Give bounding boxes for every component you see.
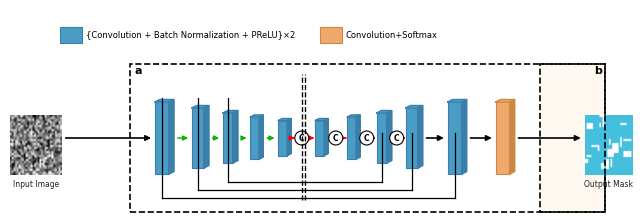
Polygon shape xyxy=(233,110,238,163)
FancyBboxPatch shape xyxy=(223,113,233,163)
FancyBboxPatch shape xyxy=(316,121,324,156)
Polygon shape xyxy=(387,110,392,163)
Polygon shape xyxy=(356,115,360,159)
Text: Input Image: Input Image xyxy=(13,180,59,189)
Text: Output Mask: Output Mask xyxy=(584,180,633,189)
Polygon shape xyxy=(316,119,328,121)
Polygon shape xyxy=(509,99,515,174)
FancyBboxPatch shape xyxy=(60,27,82,43)
Text: C: C xyxy=(364,134,369,143)
FancyBboxPatch shape xyxy=(348,117,356,159)
Circle shape xyxy=(360,131,374,145)
FancyBboxPatch shape xyxy=(406,108,418,168)
FancyBboxPatch shape xyxy=(447,102,461,174)
Polygon shape xyxy=(155,99,174,102)
Polygon shape xyxy=(418,106,422,168)
FancyBboxPatch shape xyxy=(540,64,605,212)
Text: Convolution+Softmax: Convolution+Softmax xyxy=(346,31,438,40)
Polygon shape xyxy=(461,99,467,174)
FancyBboxPatch shape xyxy=(250,117,259,159)
Text: C: C xyxy=(333,134,339,143)
FancyBboxPatch shape xyxy=(320,27,342,43)
Text: b: b xyxy=(594,66,602,76)
FancyBboxPatch shape xyxy=(192,108,204,168)
Polygon shape xyxy=(324,119,328,156)
Polygon shape xyxy=(447,99,467,102)
Polygon shape xyxy=(192,106,209,108)
Polygon shape xyxy=(259,115,263,159)
FancyBboxPatch shape xyxy=(377,113,387,163)
Text: {Convolution + Batch Normalization + PReLU}×2: {Convolution + Batch Normalization + PRe… xyxy=(86,31,295,40)
Circle shape xyxy=(295,131,308,145)
Polygon shape xyxy=(169,99,174,174)
Circle shape xyxy=(390,131,404,145)
Polygon shape xyxy=(278,119,291,121)
Polygon shape xyxy=(223,110,238,113)
Polygon shape xyxy=(495,99,515,102)
Polygon shape xyxy=(406,106,422,108)
Polygon shape xyxy=(287,119,291,156)
Polygon shape xyxy=(377,110,392,113)
Polygon shape xyxy=(348,115,360,117)
Text: C: C xyxy=(299,134,305,143)
Circle shape xyxy=(329,131,343,145)
FancyBboxPatch shape xyxy=(278,121,287,156)
Text: C: C xyxy=(394,134,399,143)
Polygon shape xyxy=(250,115,263,117)
FancyBboxPatch shape xyxy=(155,102,169,174)
FancyBboxPatch shape xyxy=(495,102,509,174)
Text: a: a xyxy=(135,66,142,76)
Polygon shape xyxy=(204,106,209,168)
